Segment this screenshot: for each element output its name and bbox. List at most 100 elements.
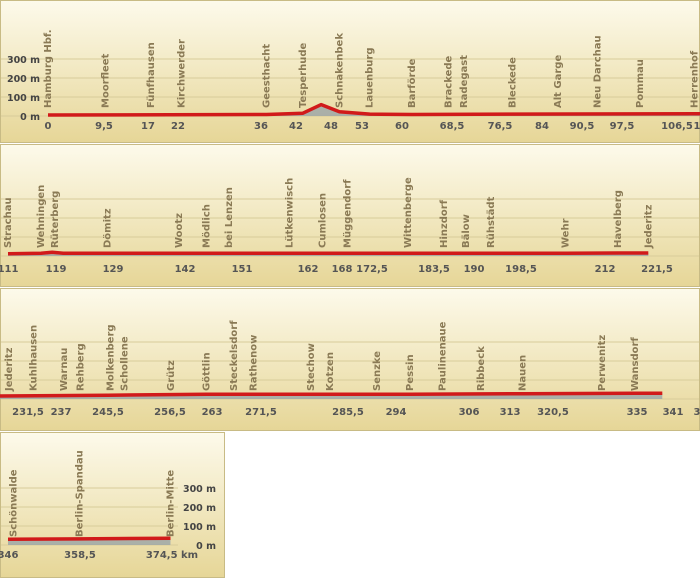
- chart-row-4: 300 m 200 m 100 m 0 m Schönwalde Berlin-Spand…: [0, 432, 225, 578]
- km-tick-label: 1: [694, 121, 700, 132]
- km-tick-label: 17: [141, 121, 155, 132]
- station-label: Molkenberg: [106, 324, 117, 391]
- station-label: Berlin-Spandau: [74, 450, 85, 537]
- station-label: Schnakenbek: [334, 33, 345, 108]
- km-tick-label: 142: [175, 264, 196, 275]
- station-label: Schönwalde: [9, 469, 20, 537]
- y-axis-tick-label: 100 m: [183, 522, 216, 533]
- station-label: Warnau: [59, 348, 70, 391]
- station-label: Wootz: [174, 213, 185, 248]
- km-tick-label: 84: [535, 121, 549, 132]
- station-label: Dömitz: [102, 208, 113, 248]
- km-tick-label: 42: [289, 121, 303, 132]
- station-label: Geesthacht: [262, 44, 273, 108]
- km-tick-label: 168: [332, 264, 353, 275]
- station-label: Wehningen: [36, 185, 47, 248]
- km-tick-label: 358,5: [64, 550, 96, 561]
- y-axis-tick-label: 200 m: [183, 503, 216, 514]
- km-tick-label: 190: [464, 264, 485, 275]
- km-tick-label: 263: [202, 407, 223, 418]
- station-label: Havelberg: [613, 190, 624, 248]
- km-tick-label: 221,5: [641, 264, 673, 275]
- km-tick-label: 183,5: [418, 264, 450, 275]
- km-end-label: 374,5 km: [146, 550, 198, 561]
- station-label: Senzke: [372, 351, 383, 391]
- km-tick-label: 111: [0, 264, 18, 275]
- km-tick-label: 256,5: [154, 407, 186, 418]
- station-label: Kirchwerder: [177, 39, 188, 108]
- chart-row-2: Strachau Wehningen Rüterberg Dömitz Wootz Möd…: [0, 144, 700, 287]
- station-label: Lauenburg: [365, 47, 376, 108]
- elevation-line: [0, 391, 663, 398]
- y-axis-tick-label: 0 m: [196, 541, 216, 552]
- station-label: Moorfleet: [101, 53, 112, 108]
- station-label: Rüterberg: [50, 191, 61, 248]
- station-label: Hinzdorf: [439, 199, 450, 248]
- station-label: Brackede: [444, 55, 455, 108]
- station-label: Tesperhude: [298, 43, 309, 108]
- station-label: Paulinenaue: [438, 321, 449, 391]
- km-tick-label: 198,5: [505, 264, 537, 275]
- km-tick-label: 90,5: [570, 121, 595, 132]
- km-tick-label: 60: [395, 121, 409, 132]
- km-tick-label: 97,5: [610, 121, 635, 132]
- station-label: Wittenberge: [403, 177, 414, 248]
- km-tick-label: 36: [254, 121, 268, 132]
- km-tick-label: 346: [0, 550, 18, 561]
- km-tick-label: 245,5: [92, 407, 124, 418]
- km-tick-label: 285,5: [332, 407, 364, 418]
- station-label: Rühstädt: [486, 196, 497, 248]
- station-label: Wansdorf: [630, 337, 641, 391]
- km-tick-label: 129: [103, 264, 124, 275]
- station-label: Strachau: [3, 197, 14, 248]
- station-label: Rathenow: [248, 335, 259, 391]
- station-label: Herrenhof: [689, 50, 700, 108]
- row-background: [0, 0, 700, 143]
- station-label: Jederitz: [4, 347, 15, 392]
- km-tick-label: 9,5: [95, 121, 113, 132]
- station-label: Müggendorf: [342, 179, 353, 248]
- station-label: Nauen: [517, 355, 528, 391]
- elevation-line: [47, 102, 700, 117]
- station-label: bei Lenzen: [224, 187, 235, 248]
- station-label: Pessin: [405, 354, 416, 391]
- station-label: Grütz: [166, 360, 177, 391]
- row-background: [0, 432, 225, 578]
- station-label: Cumlosen: [318, 193, 329, 248]
- station-label: Ribbeck: [476, 346, 487, 391]
- y-axis-tick-label: 200 m: [7, 74, 40, 85]
- km-tick-label: 313: [500, 407, 521, 418]
- station-label: Bälow: [461, 214, 472, 248]
- km-tick-label: 22: [171, 121, 185, 132]
- km-tick-label: 231,5: [12, 407, 44, 418]
- elevation-line: [7, 536, 171, 542]
- km-tick-label: 172,5: [356, 264, 388, 275]
- km-tick-label: 162: [298, 264, 319, 275]
- station-label: Kuhlhausen: [29, 325, 40, 391]
- km-tick-label: 68,5: [440, 121, 465, 132]
- km-tick-label: 119: [46, 264, 67, 275]
- station-label: Rehberg: [75, 343, 86, 391]
- km-tick-label: 53: [355, 121, 369, 132]
- station-label: Perwenitz: [597, 335, 608, 391]
- row-background: [0, 144, 700, 287]
- station-label: Berlin-Mitte: [165, 470, 176, 537]
- km-tick-label: 306: [459, 407, 480, 418]
- station-label: Bleckede: [507, 57, 518, 108]
- station-label: Hamburg Hbf.: [43, 29, 54, 108]
- y-axis-tick-label: 300 m: [7, 55, 40, 66]
- station-label: Wehr: [561, 218, 572, 248]
- km-tick-label: 341: [663, 407, 684, 418]
- station-label: Kotzen: [325, 352, 336, 391]
- station-label: Lütkenwisch: [285, 178, 296, 248]
- station-label: Göttlin: [202, 352, 213, 391]
- station-label: Alt Garge: [553, 55, 564, 108]
- km-tick-label: 76,5: [488, 121, 513, 132]
- km-tick-label: 106,5: [661, 121, 693, 132]
- station-label: Neu Darchau: [592, 35, 603, 108]
- station-label: Mödlich: [202, 204, 213, 248]
- km-tick-label: 320,5: [537, 407, 569, 418]
- y-axis-tick-label: 100 m: [7, 93, 40, 104]
- station-label: Jederitz: [643, 204, 654, 249]
